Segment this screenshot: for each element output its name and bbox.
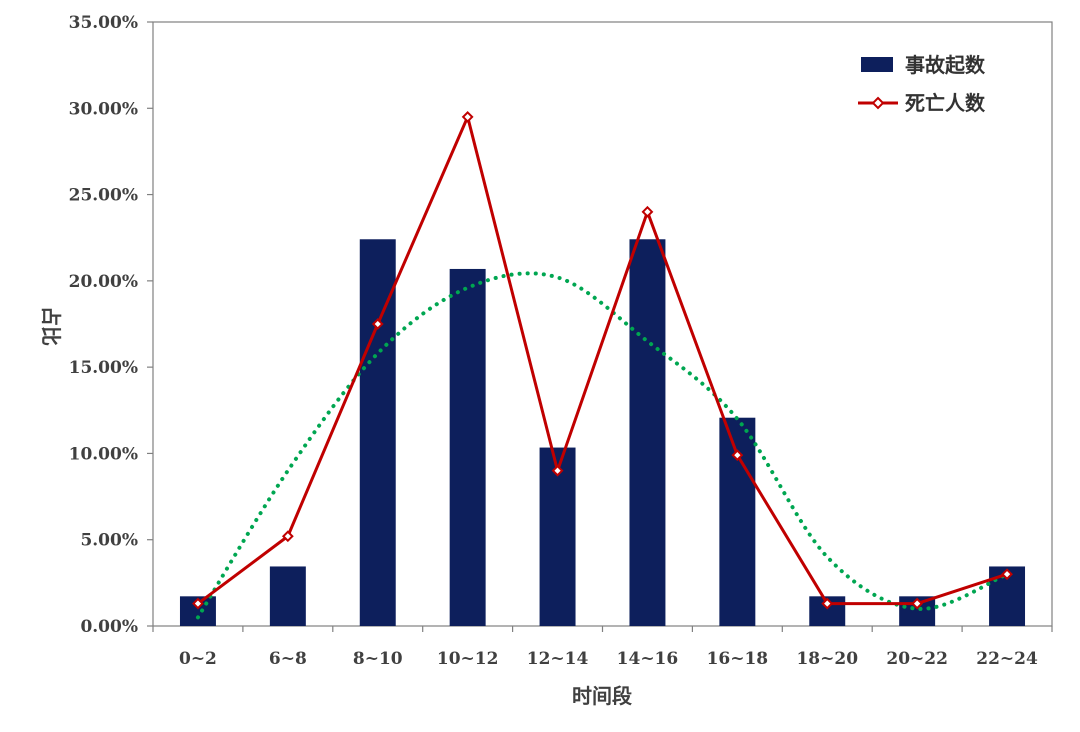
legend: 事故起数 死亡人数 <box>858 53 986 115</box>
line-point <box>1001 568 1013 581</box>
x-tick-label: 12~14 <box>527 649 589 669</box>
x-tick-label: 14~16 <box>617 649 679 669</box>
x-tick-label: 22~24 <box>976 649 1038 669</box>
line-point <box>731 449 744 462</box>
line-point <box>821 597 834 610</box>
y-tick-label: 5.00% <box>80 531 138 551</box>
x-tick-label: 18~20 <box>796 649 858 669</box>
legend-label-line: 死亡人数 <box>905 91 986 115</box>
y-axis-title: 占比 <box>39 306 63 346</box>
y-tick-label: 30.00% <box>69 99 138 119</box>
line-point <box>192 597 204 610</box>
line-point <box>281 530 294 543</box>
x-tick-label: 20~22 <box>886 649 948 669</box>
x-tick-label: 6~8 <box>269 649 307 669</box>
bar <box>539 447 576 626</box>
y-tick-label: 10.00% <box>69 444 138 464</box>
line-point <box>551 464 564 477</box>
bar <box>449 268 486 626</box>
plot-area: 0.00% 5.00% 10.00% 15.00% 20.00% 25.00% 30.00%… <box>69 13 1053 669</box>
x-tick-label: 8~10 <box>353 649 403 669</box>
bar <box>629 239 666 626</box>
y-tick-label: 35.00% <box>69 13 138 33</box>
y-tick-label: 0.00% <box>80 617 138 637</box>
trendline <box>195 271 1010 620</box>
legend-bar-swatch <box>861 57 893 72</box>
y-tick-label: 20.00% <box>69 272 138 292</box>
y-tick-label: 25.00% <box>69 186 138 206</box>
x-tick-label: 0~2 <box>179 649 217 669</box>
bar <box>359 239 396 626</box>
x-tick-label: 16~18 <box>707 649 769 669</box>
line-point <box>641 205 654 218</box>
y-tick-label: 15.00% <box>69 358 138 378</box>
legend-label-bar: 事故起数 <box>905 53 986 77</box>
line-point <box>371 318 384 330</box>
line-point <box>461 110 474 123</box>
x-axis-title: 时间段 <box>572 684 632 708</box>
bar <box>719 417 756 626</box>
bar <box>269 566 306 626</box>
line-series <box>197 115 1008 606</box>
x-tick-label: 10~12 <box>437 649 499 669</box>
legend-line-marker <box>871 96 885 110</box>
line-point <box>911 597 924 610</box>
